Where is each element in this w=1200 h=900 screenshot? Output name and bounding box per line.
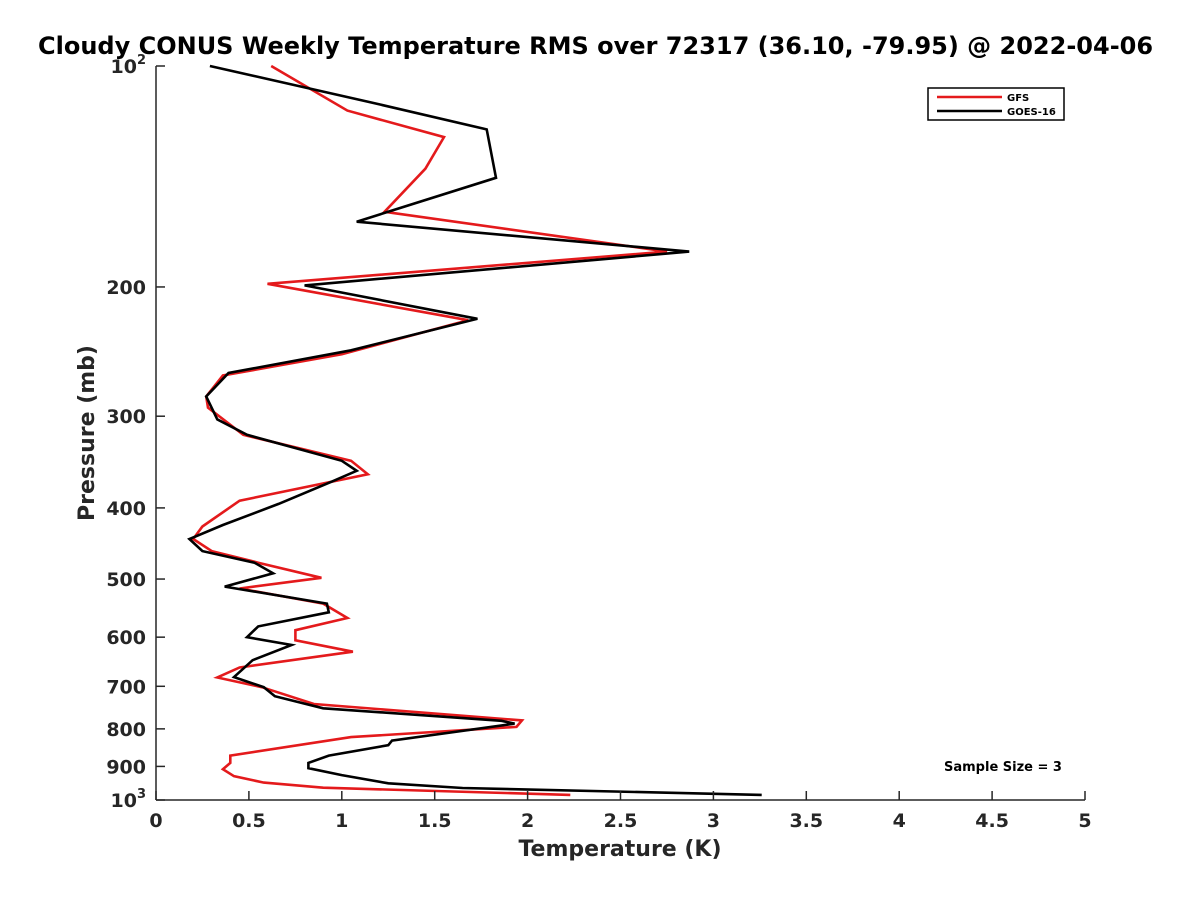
x-axis-label: Temperature (K) <box>518 837 721 862</box>
legend: GFS GOES-16 <box>927 87 1065 121</box>
series-line-goes16 <box>187 64 762 797</box>
chart-title: Cloudy CONUS Weekly Temperature RMS over… <box>38 32 1153 60</box>
y-tick-label: 102 <box>111 53 147 78</box>
x-tick-label: 5 <box>1078 810 1091 832</box>
series-line-gfs <box>191 64 668 797</box>
y-tick-label: 103 <box>111 787 147 812</box>
y-tick-label: 700 <box>106 676 146 698</box>
sample-size-annotation: Sample Size = 3 <box>944 760 1062 775</box>
plot-lines <box>187 64 762 797</box>
x-tick-label: 3.5 <box>789 810 823 832</box>
x-tick-label: 0 <box>149 810 162 832</box>
y-tick-label: 500 <box>106 569 146 591</box>
legend-label-gfs: GFS <box>1007 93 1029 104</box>
y-tick-label: 400 <box>106 498 146 520</box>
y-tick-label: 800 <box>106 719 146 741</box>
y-tick-label: 900 <box>106 756 146 778</box>
y-tick-label: 300 <box>106 406 146 428</box>
legend-box <box>927 87 1065 121</box>
x-tick-label: 4 <box>893 810 906 832</box>
y-tick-label: 600 <box>106 627 146 649</box>
legend-label-goes16: GOES-16 <box>1007 107 1056 118</box>
x-tick-label: 0.5 <box>232 810 266 832</box>
axes <box>155 66 1085 801</box>
y-tick-label: 200 <box>106 277 146 299</box>
x-tick-label: 4.5 <box>975 810 1009 832</box>
x-tick-label: 2 <box>521 810 534 832</box>
x-tick-label: 2.5 <box>604 810 638 832</box>
x-tick-label: 1.5 <box>418 810 452 832</box>
x-ticks: 0 0.5 1 1.5 2 2.5 3 3.5 4 4.5 5 <box>149 791 1092 832</box>
x-tick-label: 1 <box>335 810 348 832</box>
x-tick-label: 3 <box>707 810 720 832</box>
y-axis-label: Pressure (mb) <box>75 345 100 521</box>
y-ticks: 102 200 300 400 500 600 700 800 900 103 <box>106 53 165 812</box>
